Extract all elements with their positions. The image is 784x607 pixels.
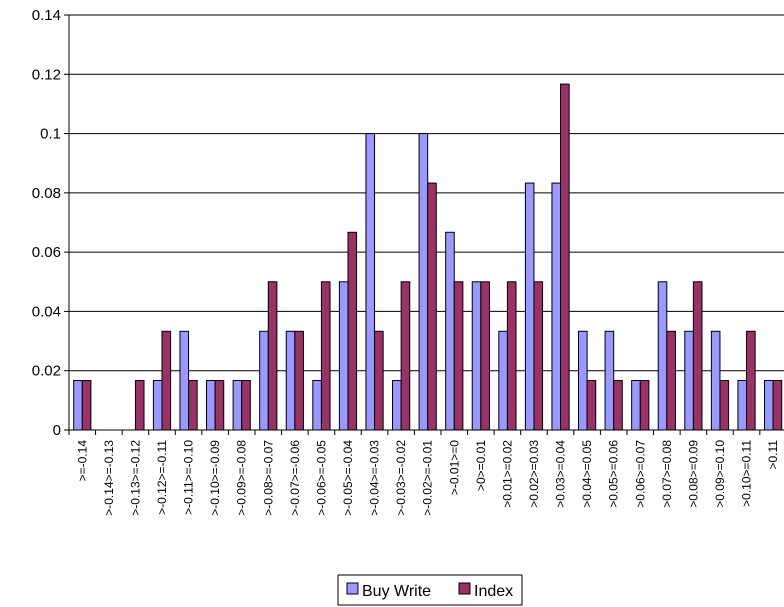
bar-index [586,379,597,431]
x-tick-label: >0.11 [766,440,780,470]
x-tick-label: >0.09>=0.10 [713,440,727,508]
bars [73,83,783,431]
bar-buy-write [259,330,269,431]
bar-index [400,281,411,431]
x-tick-label: >=-0.14 [75,440,89,482]
bar-buy-write [338,281,349,431]
bar-index [134,379,145,431]
x-tick-label: >-0.02>=-0.01 [421,440,435,516]
bar-buy-write [365,133,376,431]
bar-buy-write [73,379,83,431]
bar-index [320,281,331,431]
legend-label-index: Index [474,583,513,600]
x-tick-label: >0.01>=0.02 [500,440,514,508]
y-tick-label: 0.02 [32,363,61,380]
bar-index [506,281,517,431]
y-tick-label: 0.1 [40,126,61,143]
bar-buy-write [578,330,588,431]
bar-buy-write [471,281,482,431]
bar-index [666,330,676,431]
bar-buy-write [604,330,615,431]
x-tick-label: >0.07>=0.08 [660,440,674,508]
legend-swatch-buy-write [346,582,359,595]
bar-index [453,281,464,431]
bar-index [374,330,384,431]
legend: Buy Write Index [337,574,523,606]
bar-index [692,281,703,431]
x-tick-label: >-0.13>=-0.12 [128,440,142,516]
x-tick-label: >0>=0.01 [474,440,488,491]
bar-buy-write [179,330,190,431]
legend-swatch-index [458,582,471,595]
bar-index [560,83,570,431]
bar-buy-write [206,379,216,431]
bar-buy-write [445,231,455,431]
x-tick-label: >0.05>=0.06 [607,440,621,508]
bar-index [241,379,251,431]
bar-buy-write [418,133,429,431]
y-tick-label: 0.12 [32,66,61,83]
bar-index [267,281,278,431]
legend-box [337,574,523,606]
bar-buy-write [710,330,721,431]
legend-label-buy-write: Buy Write [362,583,431,600]
bar-index [214,379,225,431]
bar-buy-write [392,379,402,431]
x-tick-label: >0.04>=0.05 [580,440,594,508]
x-tick-label: >-0.04>=-0.03 [368,440,382,516]
bar-buy-write [631,379,641,431]
bar-buy-write [498,330,508,431]
x-tick-label: >0.06>=0.07 [633,440,647,508]
bar-index [294,330,304,431]
x-tick-label: >0.10>=0.11 [740,440,754,507]
x-tick-label: >-0.14>=-0.13 [102,440,116,516]
bar-index [533,281,544,431]
bar-index [347,231,358,431]
bar-buy-write [551,182,562,431]
x-tick-labels: >=-0.14 >-0.14>=-0.13 >-0.13>=-0.12 >-0.12>… [75,440,780,516]
bar-buy-write [657,281,668,431]
bar-index [719,379,730,431]
bar-buy-write [524,182,535,431]
bar-buy-write [684,330,694,431]
bar-index [427,182,437,431]
x-tick-label: >-0.09>=-0.08 [235,440,249,516]
bar-buy-write [737,379,748,431]
bar-buy-write [232,379,243,431]
bar-index [161,330,172,431]
x-tick-label: >-0.06>=-0.05 [314,440,328,516]
bar-index [81,379,92,431]
y-tick-label: 0.04 [32,303,61,320]
x-tick-label: >-0.11>=-0.10 [182,440,196,515]
x-tick-label: >-0.08>=-0.07 [261,440,275,516]
bar-index [188,379,198,431]
y-tick-label: 0.06 [32,244,61,261]
axes [68,15,784,435]
bar-index [480,281,490,431]
y-tick-labels: 0 0.02 0.04 0.06 0.08 0.1 0.12 0.14 [32,7,61,439]
bar-index [772,379,783,431]
x-tick-label: >0.03>=0.04 [554,440,568,508]
y-tick-label: 0.08 [32,185,61,202]
bar-index [746,330,756,431]
bar-index [613,379,623,431]
bar-index [639,379,650,431]
x-tick-label: >-0.01>=0 [447,440,461,495]
bar-buy-write [764,379,774,431]
bar-buy-write [152,379,163,431]
x-tick-label: >-0.05>=-0.04 [341,440,355,516]
bar-buy-write [285,330,296,431]
x-tick-label: >-0.10>=-0.09 [208,440,222,516]
bar-buy-write [312,379,322,431]
y-tick-label: 0.14 [32,7,61,24]
x-tick-label: >0.02>=0.03 [527,440,541,508]
x-tick-label: >-0.12>=-0.11 [155,440,169,515]
x-tick-label: >0.08>=0.09 [686,440,700,508]
x-tick-label: >-0.03>=-0.02 [394,440,408,516]
x-tick-label: >-0.07>=-0.06 [288,440,302,516]
y-tick-label: 0 [53,422,61,439]
